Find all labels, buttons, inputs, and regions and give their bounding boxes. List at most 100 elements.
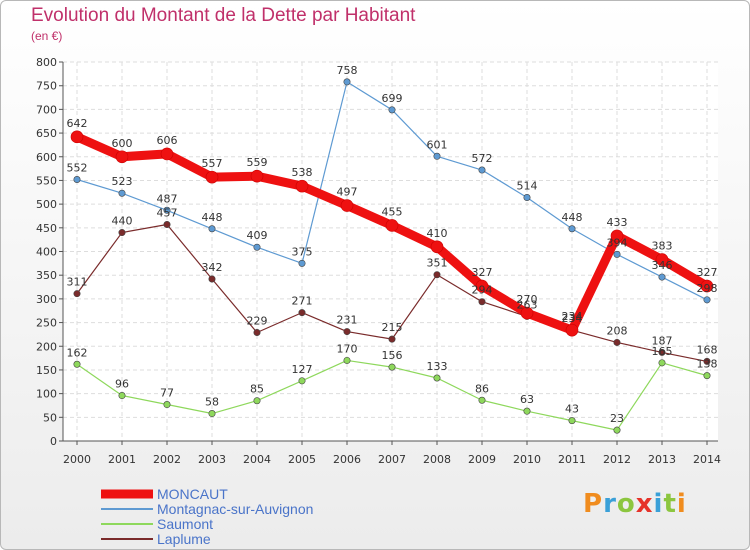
- point-1-10: [523, 193, 531, 201]
- point-1-1: [118, 189, 126, 197]
- data-label-1-3: 448: [202, 211, 223, 224]
- data-label-0-3: 557: [202, 157, 223, 170]
- data-label-2-12: 23: [610, 412, 624, 425]
- point-2-13: [658, 359, 666, 367]
- data-label-1-14: 298: [697, 282, 718, 295]
- data-label-0-2: 606: [157, 134, 178, 147]
- data-label-0-8: 410: [427, 227, 448, 240]
- point-0-8: [430, 240, 444, 254]
- x-tick-label-2010: 2010: [513, 453, 541, 466]
- data-label-2-14: 138: [697, 358, 718, 371]
- legend-swatch-3: [101, 538, 153, 540]
- data-label-1-0: 552: [67, 161, 88, 174]
- x-tick-label-2004: 2004: [243, 453, 271, 466]
- logo-letter-4: i: [653, 489, 664, 519]
- point-1-11: [568, 225, 576, 233]
- data-label-2-2: 77: [160, 387, 174, 400]
- logo-letter-3: x: [635, 489, 654, 519]
- data-label-3-12: 208: [607, 324, 628, 337]
- point-2-11: [568, 417, 576, 425]
- data-label-3-2: 457: [157, 206, 178, 219]
- point-2-7: [388, 363, 396, 371]
- x-tick-label-2000: 2000: [63, 453, 91, 466]
- data-label-0-6: 497: [337, 186, 358, 199]
- data-label-2-6: 170: [337, 342, 358, 355]
- data-label-2-9: 86: [475, 382, 489, 395]
- legend-label-1: Montagnac-sur-Auvignon: [157, 501, 314, 517]
- data-label-0-5: 538: [292, 166, 313, 179]
- point-3-8: [433, 271, 441, 279]
- data-label-0-13: 383: [652, 240, 673, 253]
- point-0-5: [295, 179, 309, 193]
- proxiti-logo: Proxiti: [583, 489, 687, 519]
- point-0-1: [115, 150, 129, 164]
- x-tick-label-2002: 2002: [153, 453, 181, 466]
- data-label-2-3: 58: [205, 396, 219, 409]
- y-tick-label-400: 400: [36, 246, 57, 259]
- data-label-1-7: 699: [382, 92, 403, 105]
- data-label-0-7: 455: [382, 205, 403, 218]
- point-2-6: [343, 356, 351, 364]
- data-label-2-5: 127: [292, 363, 313, 376]
- legend-label-0: MONCAUT: [157, 486, 228, 502]
- data-label-2-11: 43: [565, 403, 579, 416]
- data-label-3-13: 187: [652, 334, 673, 347]
- point-1-13: [658, 273, 666, 281]
- data-label-3-1: 440: [112, 215, 133, 228]
- point-2-1: [118, 392, 126, 400]
- point-0-14: [700, 279, 714, 293]
- data-label-3-0: 311: [67, 276, 88, 289]
- point-0-13: [655, 253, 669, 266]
- data-label-0-11: 234: [562, 310, 583, 323]
- point-3-2: [163, 220, 171, 228]
- data-label-2-10: 63: [520, 393, 534, 406]
- y-tick-label-300: 300: [36, 293, 57, 306]
- point-3-13: [658, 348, 666, 356]
- legend-label-3: Laplume: [157, 531, 211, 547]
- data-label-3-5: 271: [292, 295, 313, 308]
- data-label-1-5: 375: [292, 245, 313, 258]
- chart-title: Evolution du Montant de la Dette par Hab…: [31, 5, 416, 26]
- data-label-1-8: 601: [427, 138, 448, 151]
- point-2-14: [703, 372, 711, 380]
- x-tick-label-2013: 2013: [648, 453, 676, 466]
- y-tick-label-650: 650: [36, 127, 57, 140]
- logo-letter-1: r: [603, 489, 617, 519]
- point-3-1: [118, 229, 126, 237]
- chart-subtitle: (en €): [31, 29, 63, 43]
- data-label-0-4: 559: [247, 156, 268, 169]
- data-label-2-13: 165: [652, 345, 673, 358]
- logo-letter-5: t: [663, 489, 677, 519]
- data-label-2-8: 133: [427, 360, 448, 373]
- point-1-9: [478, 166, 486, 174]
- y-tick-label-50: 50: [43, 411, 57, 424]
- point-2-2: [163, 401, 171, 409]
- y-tick-label-800: 800: [36, 56, 57, 69]
- point-1-8: [433, 152, 441, 160]
- x-tick-label-2006: 2006: [333, 453, 361, 466]
- point-2-9: [478, 396, 486, 404]
- point-1-2: [163, 206, 171, 214]
- data-label-1-9: 572: [472, 152, 493, 165]
- y-tick-label-150: 150: [36, 364, 57, 377]
- y-tick-label-550: 550: [36, 174, 57, 187]
- x-tick-label-2005: 2005: [288, 453, 316, 466]
- point-3-7: [388, 335, 396, 343]
- point-2-5: [298, 377, 306, 385]
- data-label-2-4: 85: [250, 383, 264, 396]
- x-tick-label-2012: 2012: [603, 453, 631, 466]
- point-0-4: [250, 169, 264, 183]
- data-label-0-9: 327: [472, 266, 493, 279]
- legend-item-2: Saumont: [101, 516, 401, 532]
- y-tick-label-750: 750: [36, 80, 57, 93]
- point-1-5: [298, 259, 306, 267]
- y-tick-label-250: 250: [36, 317, 57, 330]
- data-label-1-12: 394: [607, 236, 628, 249]
- point-3-3: [208, 275, 216, 283]
- x-tick-label-2011: 2011: [558, 453, 586, 466]
- data-label-1-2: 487: [157, 192, 178, 205]
- point-0-12: [610, 229, 624, 243]
- point-0-6: [340, 199, 354, 212]
- data-label-1-11: 448: [562, 211, 583, 224]
